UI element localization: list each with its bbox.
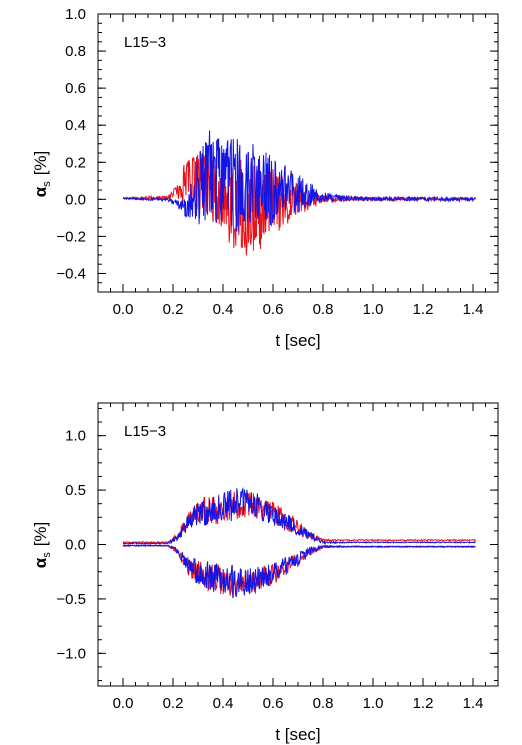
p1-plot-frame (97, 13, 499, 293)
p2-x-tick-label: 1.0 (363, 695, 384, 712)
p2-series-line-3 (122, 544, 476, 598)
p1-x-axis-title: t [sec] (275, 331, 320, 350)
p1-y-tick-label: −0.2 (56, 228, 86, 245)
p2-series-line-4 (122, 543, 476, 598)
p1-y-tick-label: 0.6 (65, 80, 86, 97)
p2-x-tick-label: 0.6 (263, 695, 284, 712)
panel-top: 0.0 0.2 0.4 0.6 0.8 1.0 1.2 1.4 −0.4 −0.2 0.0 0.2 0.… (31, 6, 499, 350)
p1-y-tick-label: 0.8 (65, 43, 86, 60)
p1-y-axis-unit: [%] (31, 151, 50, 176)
p2-y-tick-label: −1.0 (56, 645, 86, 662)
p1-y-axis-symbol: α (31, 186, 50, 197)
p1-series-group (122, 130, 476, 256)
p1-series-line-2 (122, 130, 476, 233)
p1-y-axis-title: αs [%] (31, 151, 53, 198)
panel-bottom: 0.0 0.2 0.4 0.6 0.8 1.0 1.2 1.4 −1.0 −0.5 0.0 0.5 1.… (31, 402, 499, 744)
p1-y-tick-label: 0.0 (65, 191, 86, 208)
p1-y-tick-label: 0.4 (65, 117, 86, 134)
p2-x-axis-title: t [sec] (275, 725, 320, 744)
p2-x-tick-label: 0.8 (313, 695, 334, 712)
p1-x-tick-label: 1.4 (463, 301, 484, 318)
p1-x-tick-label: 0.2 (163, 301, 184, 318)
p2-y-tick-label: −0.5 (56, 591, 86, 608)
p2-y-tick-label: 0.0 (65, 537, 86, 554)
p2-x-tick-label: 1.4 (463, 695, 484, 712)
p1-y-tick-label: −0.4 (56, 265, 86, 282)
p2-y-tick-label: 0.5 (65, 482, 86, 499)
p2-y-axis-subscript: s (41, 552, 53, 558)
svg-text:αs[%]: αs [%] (31, 522, 53, 569)
p1-ticks: 0.0 0.2 0.4 0.6 0.8 1.0 1.2 1.4 −0.4 −0.2 0.0 0.2 0.… (56, 6, 498, 318)
p2-ticks: 0.0 0.2 0.4 0.6 0.8 1.0 1.2 1.4 −1.0 −0.5 0.0 0.5 1.… (56, 403, 498, 712)
p1-y-tick-label: 1.0 (65, 6, 86, 23)
p2-plot-frame (97, 402, 499, 687)
p1-annotation: L15−3 (124, 34, 166, 51)
p2-series-group (122, 487, 476, 598)
p2-y-axis-title: αs [%] (31, 522, 53, 569)
p1-y-axis-subscript: s (41, 181, 53, 187)
p1-x-tick-label: 0.8 (313, 301, 334, 318)
p2-x-tick-label: 0.0 (113, 695, 134, 712)
p2-y-axis-symbol: α (31, 557, 50, 568)
p1-x-tick-label: 1.2 (413, 301, 434, 318)
p1-x-tick-label: 0.6 (263, 301, 284, 318)
p1-x-tick-label: 1.0 (363, 301, 384, 318)
p1-x-tick-label: 0.4 (213, 301, 234, 318)
p2-annotation: L15−3 (124, 423, 166, 440)
p2-x-tick-label: 0.4 (213, 695, 234, 712)
p1-x-tick-label: 0.0 (113, 301, 134, 318)
p2-x-tick-label: 0.2 (163, 695, 184, 712)
svg-text:αs[%]: αs [%] (31, 151, 53, 198)
p2-y-tick-label: 1.0 (65, 428, 86, 445)
p2-x-tick-label: 1.2 (413, 695, 434, 712)
p1-y-tick-label: 0.2 (65, 154, 86, 171)
p2-y-axis-unit: [%] (31, 522, 50, 547)
p2-series-line-2 (122, 487, 476, 545)
